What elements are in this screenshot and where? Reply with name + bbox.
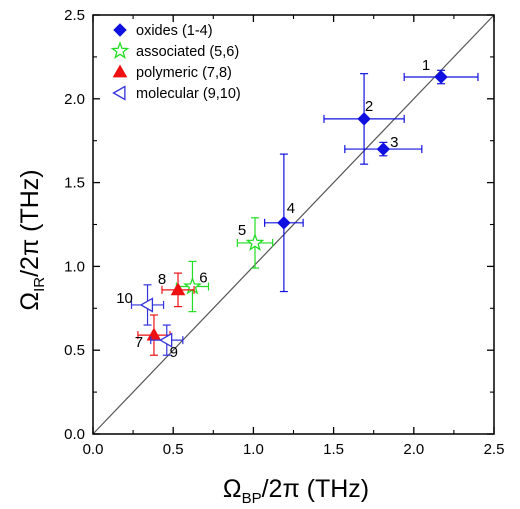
- data-point-marker: [357, 112, 371, 126]
- y-axis-title-subscript: IR: [31, 277, 48, 292]
- y-tick-label: 1.5: [64, 175, 85, 192]
- x-axis-title: ΩBP/2π (THz): [223, 475, 369, 507]
- x-tick-label: 0.0: [83, 441, 104, 458]
- y-axis-title-base: Ω: [16, 292, 44, 311]
- diagonal-reference-line: [92, 14, 495, 435]
- legend-label: molecular (9,10): [136, 86, 241, 102]
- legend-item: polymeric (7,8): [112, 64, 232, 81]
- legend-label: polymeric (7,8): [136, 65, 232, 81]
- x-tick-label: 2.5: [484, 441, 505, 458]
- y-tick-label: 0.5: [64, 342, 85, 359]
- x-axis-title-base: Ω: [223, 475, 242, 503]
- y-tick-label: 1.0: [64, 258, 85, 275]
- legend-marker: [112, 64, 128, 78]
- series-triangle-left: 9 10: [116, 284, 184, 361]
- point-label: 2: [365, 98, 373, 115]
- data-point-marker: [245, 233, 265, 251]
- reference-line-layer: [92, 14, 495, 435]
- legend: oxides (1-4) associated (5,6) polymeric (7…: [110, 23, 241, 102]
- data-point-marker: [277, 216, 291, 230]
- legend-label: associated (5,6): [136, 44, 239, 60]
- series-diamond: 1 2 3 4: [264, 57, 479, 293]
- point-label: 3: [390, 134, 398, 151]
- data-point-marker: [170, 282, 186, 296]
- data-point-marker: [146, 327, 162, 341]
- point-label: 8: [158, 271, 166, 288]
- point-label: 7: [135, 334, 143, 351]
- y-tick-label: 0.0: [64, 426, 85, 443]
- y-axis-title: ΩIR/2π (THz): [16, 169, 48, 310]
- data-point-marker: [158, 332, 173, 348]
- x-axis-title-subscript: BP: [242, 490, 262, 507]
- point-label: 6: [199, 270, 207, 287]
- x-tick-label: 1.5: [323, 441, 344, 458]
- point-label: 4: [287, 200, 295, 217]
- y-tick-label: 2.0: [64, 91, 85, 108]
- legend-marker: [113, 23, 127, 37]
- point-label: 9: [170, 344, 178, 361]
- y-tick-label: 2.5: [64, 7, 85, 24]
- series-star: 56: [175, 217, 274, 313]
- x-tick-label: 0.5: [163, 441, 184, 458]
- legend-marker: [112, 85, 126, 101]
- tick-layer: 0.0 0.5 1.0 1.5 2.0 2.5 0.0 0.5 1.0 1.5 2.0 2.5: [64, 7, 504, 458]
- data-point-marker: [434, 70, 448, 84]
- data-point-marker: [139, 297, 154, 313]
- x-tick-label: 2.0: [403, 441, 424, 458]
- point-label: 5: [238, 222, 246, 239]
- legend-label: oxides (1-4): [136, 23, 213, 39]
- point-label: 1: [422, 57, 430, 74]
- y-axis-title-rest: /2π (THz): [16, 169, 44, 277]
- legend-item: associated (5,6): [110, 41, 239, 60]
- legend-item: molecular (9,10): [112, 85, 241, 102]
- x-axis-title-rest: /2π (THz): [262, 475, 370, 503]
- x-tick-label: 1.0: [243, 441, 264, 458]
- data-point-marker: [376, 142, 391, 156]
- point-label: 10: [116, 290, 133, 307]
- legend-item: oxides (1-4): [113, 23, 213, 39]
- legend-marker: [110, 41, 130, 60]
